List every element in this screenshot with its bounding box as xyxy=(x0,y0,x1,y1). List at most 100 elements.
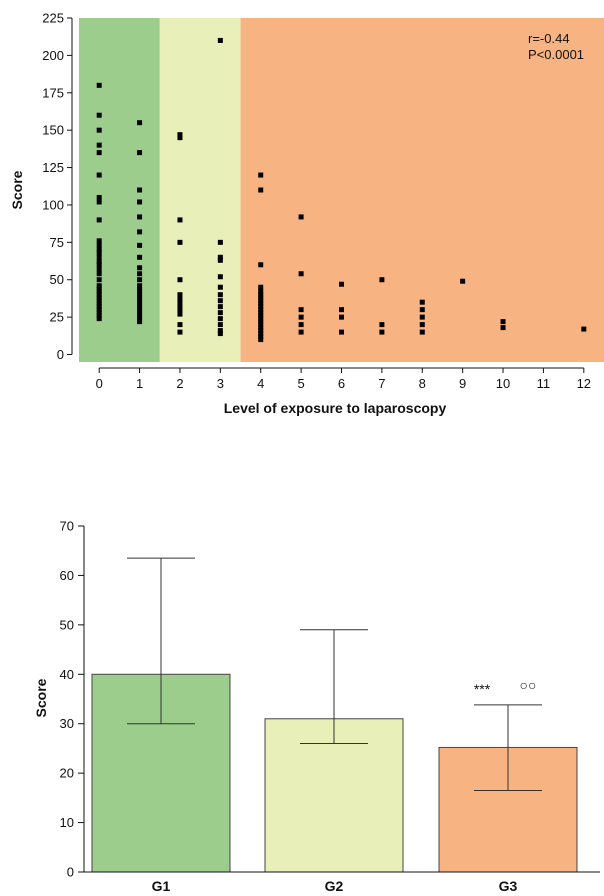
data-point xyxy=(96,172,102,178)
data-point xyxy=(217,274,223,280)
data-point xyxy=(258,328,264,334)
y-tick-label: 20 xyxy=(60,766,74,781)
data-point xyxy=(96,194,102,200)
data-point xyxy=(581,326,587,332)
data-point xyxy=(258,331,264,337)
data-point xyxy=(96,301,102,307)
data-point xyxy=(258,262,264,268)
data-point xyxy=(298,322,304,328)
data-point xyxy=(96,271,102,277)
bar-y-axis: 0 10 20 30 40 50 60 70 xyxy=(60,519,85,880)
data-point xyxy=(96,283,102,289)
x-tick-label: 0 xyxy=(96,376,103,391)
y-tick-label: 10 xyxy=(60,815,74,830)
data-point xyxy=(177,329,183,335)
data-point xyxy=(258,304,264,310)
y-tick-label: 225 xyxy=(42,11,64,26)
data-point xyxy=(177,277,183,283)
data-point xyxy=(177,311,183,317)
data-point xyxy=(137,283,143,289)
data-point xyxy=(379,277,385,283)
data-point xyxy=(258,334,264,340)
x-tick-label: 2 xyxy=(176,376,183,391)
category-label: G1 xyxy=(152,878,171,894)
data-point xyxy=(96,266,102,272)
data-point xyxy=(217,328,223,334)
data-point xyxy=(258,322,264,328)
y-tick-label: 200 xyxy=(42,48,64,63)
data-point xyxy=(137,319,143,325)
data-point xyxy=(96,292,102,298)
data-point xyxy=(137,271,143,277)
x-tick-label: 9 xyxy=(459,376,466,391)
data-point xyxy=(137,310,143,316)
y-tick-label: 175 xyxy=(42,85,64,100)
data-point xyxy=(137,304,143,310)
category-label: G2 xyxy=(325,878,344,894)
data-point xyxy=(298,214,304,220)
data-point xyxy=(137,292,143,298)
data-point xyxy=(137,307,143,313)
x-tick-label: 12 xyxy=(577,376,591,391)
data-point xyxy=(217,331,223,337)
data-point xyxy=(177,299,183,305)
data-point xyxy=(96,295,102,301)
data-point xyxy=(96,310,102,316)
data-point xyxy=(298,271,304,277)
x-tick-label: 11 xyxy=(537,376,551,391)
data-point xyxy=(137,199,143,205)
data-point xyxy=(137,313,143,319)
data-point xyxy=(217,257,223,263)
data-point xyxy=(298,307,304,313)
bar-y-axis-title: Score xyxy=(33,678,49,717)
data-point xyxy=(379,322,385,328)
data-point xyxy=(177,132,183,138)
data-point xyxy=(419,322,425,328)
data-point xyxy=(177,322,183,328)
bar-chart: 0 10 20 30 40 50 60 70 G1 G2 G3 Score *** ○○ xyxy=(33,519,600,894)
x-tick-label: 6 xyxy=(338,376,345,391)
data-point xyxy=(177,292,183,298)
data-point xyxy=(96,313,102,319)
data-point xyxy=(137,242,143,248)
y-tick-label: 25 xyxy=(50,310,64,325)
y-tick-label: 0 xyxy=(57,347,64,362)
bar-g2 xyxy=(264,718,404,873)
data-point xyxy=(217,284,223,290)
data-point xyxy=(258,292,264,298)
data-point xyxy=(258,301,264,307)
data-point xyxy=(96,254,102,260)
data-point xyxy=(258,307,264,313)
y-tick-label: 75 xyxy=(50,235,64,250)
data-point xyxy=(137,187,143,193)
data-point xyxy=(96,217,102,223)
data-point xyxy=(258,337,264,343)
data-point xyxy=(137,214,143,220)
data-point xyxy=(258,313,264,319)
y-tick-label: 60 xyxy=(60,568,74,583)
data-point xyxy=(258,310,264,316)
data-point xyxy=(298,314,304,320)
data-point xyxy=(137,286,143,292)
data-point xyxy=(339,329,344,335)
data-point xyxy=(500,325,506,331)
data-point xyxy=(96,142,102,148)
correlation-annotation: r=-0.44 xyxy=(528,31,570,46)
data-point xyxy=(419,329,425,335)
data-point xyxy=(96,259,102,265)
data-point xyxy=(339,281,344,287)
exposure-region-1 xyxy=(79,18,160,362)
data-point xyxy=(419,307,425,313)
scatter-x-axis-title: Level of exposure to laparoscopy xyxy=(224,400,447,416)
y-tick-label: 70 xyxy=(60,519,74,534)
data-point xyxy=(258,187,264,193)
y-tick-label: 50 xyxy=(50,272,64,287)
data-point xyxy=(258,172,264,178)
data-point xyxy=(217,310,223,316)
data-point xyxy=(96,316,102,322)
data-point xyxy=(96,289,102,295)
x-tick-label: 1 xyxy=(136,376,143,391)
data-point xyxy=(96,238,102,244)
